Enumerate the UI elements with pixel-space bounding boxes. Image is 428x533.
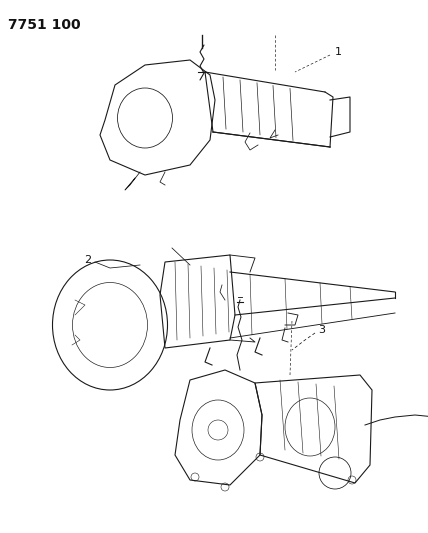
Text: 2: 2 [84,255,92,265]
Text: 3: 3 [318,325,325,335]
Text: 1: 1 [335,47,342,57]
Text: 7751 100: 7751 100 [8,18,80,32]
